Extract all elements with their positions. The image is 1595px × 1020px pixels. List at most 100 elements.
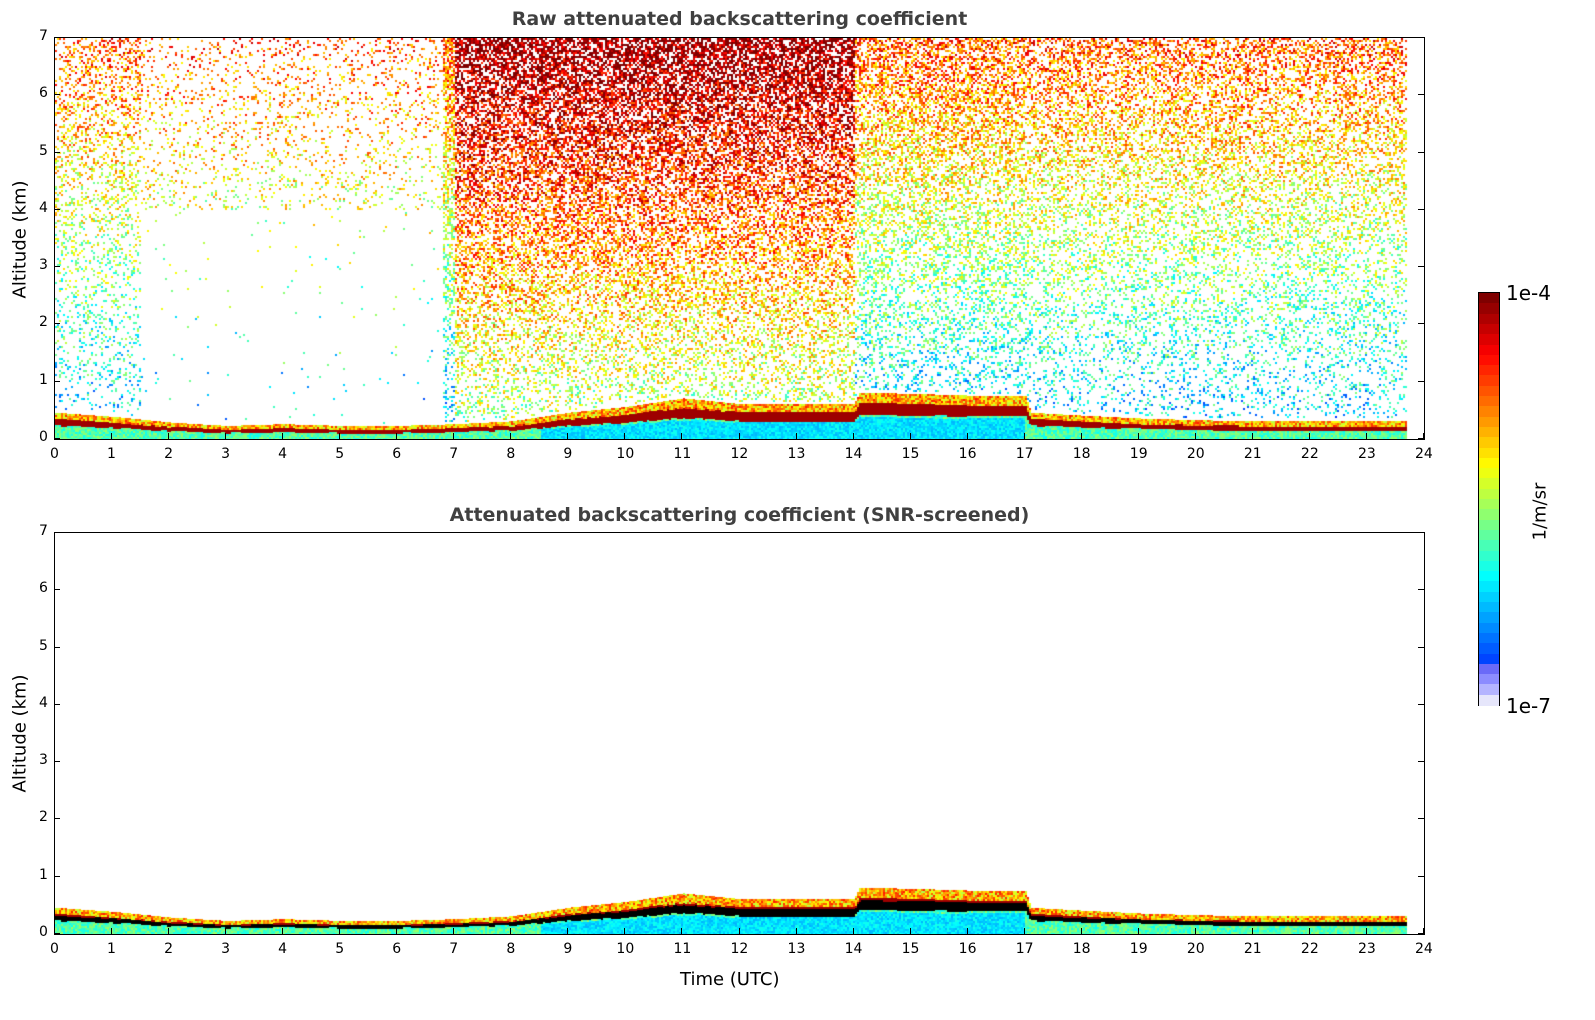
y-tick-mark [54, 703, 60, 705]
y-tick-label: 5 [39, 142, 48, 159]
colorbar-segment [1479, 426, 1499, 439]
y-tick-mark [1418, 266, 1424, 268]
y-tick-mark [54, 646, 60, 648]
colorbar-segment [1479, 437, 1499, 449]
x-tick-mark [453, 928, 455, 934]
colorbar-segment [1479, 334, 1499, 346]
colorbar-segment [1479, 674, 1499, 686]
x-tick-label: 22 [1300, 941, 1319, 957]
x-tick-label: 1 [107, 446, 116, 462]
colorbar-segment [1479, 344, 1499, 357]
x-tick-mark [966, 433, 968, 439]
y-tick-mark [1418, 380, 1424, 382]
y-tick-label: 6 [39, 580, 48, 597]
colorbar-segment [1479, 632, 1499, 645]
x-tick-mark [1080, 928, 1082, 934]
x-tick-label: 21 [1243, 446, 1262, 462]
x-tick-label: 14 [844, 941, 863, 957]
colorbar-segment [1479, 663, 1499, 676]
x-tick-mark [738, 928, 740, 934]
x-tick-label: 0 [50, 446, 59, 462]
x-tick-label: 23 [1357, 941, 1376, 957]
colorbar-segment [1479, 385, 1499, 398]
x-tick-mark [510, 433, 512, 439]
colorbar-segment [1479, 365, 1499, 377]
y-tick-label: 5 [39, 637, 48, 654]
colorbar-segment [1479, 602, 1499, 614]
x-tick-label: 22 [1300, 446, 1319, 462]
x-tick-mark [225, 928, 227, 934]
x-tick-mark [1023, 928, 1025, 934]
colorbar-segment [1479, 354, 1499, 367]
x-tick-mark [1023, 433, 1025, 439]
x-tick-mark [909, 928, 911, 934]
x-tick-mark [909, 433, 911, 439]
x-tick-label: 9 [563, 446, 573, 462]
y-tick-mark [54, 151, 60, 153]
y-tick-mark [1418, 151, 1424, 153]
y-tick-mark [54, 875, 60, 877]
x-tick-mark [1251, 928, 1253, 934]
y-tick-mark [54, 438, 60, 439]
colorbar-segment [1479, 313, 1499, 326]
x-tick-mark [339, 928, 341, 934]
colorbar-segment [1479, 375, 1499, 387]
x-tick-label: 17 [1015, 941, 1034, 957]
x-tick-mark [453, 433, 455, 439]
heatmap-raw [55, 38, 1424, 439]
colorbar-max-label: 1e-4 [1506, 281, 1551, 305]
x-tick-label: 9 [563, 941, 573, 957]
x-tick-mark [1251, 433, 1253, 439]
x-tick-label: 18 [1072, 446, 1091, 462]
x-tick-mark [1308, 928, 1310, 934]
x-tick-mark [852, 928, 854, 934]
x-tick-label: 21 [1243, 941, 1262, 957]
x-tick-label: 17 [1015, 446, 1034, 462]
y-tick-mark [1418, 646, 1424, 648]
plot-title-screened: Attenuated backscattering coefficient (S… [449, 504, 1030, 526]
x-tick-label: 0 [50, 941, 59, 957]
x-tick-mark [567, 433, 569, 439]
x-tick-label: 20 [1186, 941, 1205, 957]
x-tick-label: 2 [164, 941, 173, 957]
y-tick-mark [1418, 761, 1424, 763]
x-tick-mark [396, 433, 398, 439]
colorbar-label: 1/m/sr [1529, 482, 1551, 541]
x-tick-label: 13 [787, 446, 806, 462]
x-tick-mark [1423, 433, 1424, 439]
colorbar-segment [1479, 499, 1499, 511]
x-tick-mark [738, 433, 740, 439]
y-tick-label: 1 [39, 371, 48, 388]
y-tick-mark [1418, 438, 1424, 439]
colorbar-segment [1479, 488, 1499, 501]
x-tick-mark [1137, 433, 1139, 439]
y-tick-mark [1418, 323, 1424, 325]
y-tick-label: 3 [39, 257, 48, 274]
colorbar-segment [1479, 694, 1499, 707]
x-tick-label: 7 [449, 446, 459, 462]
y-tick-label: 4 [39, 199, 48, 216]
colorbar-segment [1479, 684, 1499, 696]
y-axis-label-screened: Altitude (km) [9, 674, 31, 793]
y-tick-label: 0 [39, 924, 48, 940]
x-tick-mark [1194, 433, 1196, 439]
colorbar-min-label: 1e-7 [1506, 694, 1551, 718]
colorbar-segment [1479, 293, 1499, 305]
y-tick-label: 7 [39, 523, 48, 539]
x-tick-mark [681, 928, 683, 934]
x-tick-label: 2 [164, 446, 173, 462]
x-tick-label: 10 [616, 446, 635, 462]
colorbar-segment [1479, 457, 1499, 470]
colorbar-segment [1479, 468, 1499, 480]
x-tick-mark [54, 928, 55, 934]
x-tick-mark [510, 928, 512, 934]
y-tick-mark [54, 94, 60, 96]
x-tick-label: 16 [958, 446, 977, 462]
colorbar-segment [1479, 519, 1499, 532]
plot-title-raw: Raw attenuated backscattering coefficien… [511, 8, 968, 30]
y-tick-mark [54, 208, 60, 210]
x-tick-mark [624, 928, 626, 934]
plot-screened [54, 532, 1425, 935]
colorbar-segment [1479, 529, 1499, 542]
y-tick-mark [1418, 933, 1424, 934]
